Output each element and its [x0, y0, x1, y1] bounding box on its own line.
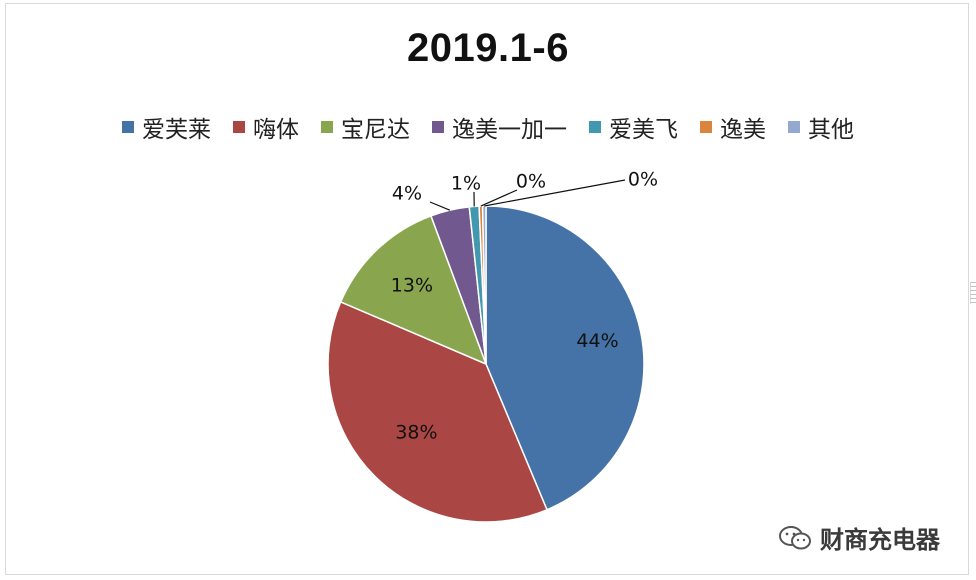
watermark-text: 财商充电器 [820, 526, 940, 554]
resize-handle[interactable] [970, 282, 976, 304]
legend-swatch [589, 121, 601, 133]
leader-line [429, 201, 451, 211]
slice-label: 1% [451, 173, 481, 195]
slice-labels: 44% 38% 13% 4% 1% 0% 0% [391, 169, 658, 444]
slice-label: 0% [628, 169, 658, 191]
legend-label: 逸美一加一 [452, 117, 567, 143]
pie-slice [327, 300, 548, 523]
slice-label: 44% [576, 330, 618, 352]
chart-legend: 爱芙莱 嗨体 宝尼达 逸美一加一 爱美飞 逸美 其他 [0, 110, 976, 144]
legend-item: 其他 [788, 110, 854, 144]
leader-line [480, 189, 518, 207]
legend-item: 爱芙莱 [122, 110, 211, 144]
legend-label: 逸美 [720, 117, 766, 143]
legend-swatch [321, 121, 333, 133]
legend-item: 爱美飞 [589, 110, 678, 144]
slice-label: 4% [392, 183, 422, 205]
leader-lines [429, 179, 626, 211]
pie-slices [327, 205, 645, 523]
legend-item: 逸美一加一 [432, 110, 567, 144]
legend-swatch [122, 121, 134, 133]
pie-slice [485, 205, 645, 511]
watermark: 财商充电器 [778, 520, 940, 555]
slice-label: 0% [516, 171, 546, 193]
legend-item: 宝尼达 [321, 110, 410, 144]
legend-swatch [700, 121, 712, 133]
legend-label: 爱美飞 [609, 117, 678, 143]
slice-label: 13% [391, 275, 433, 297]
leader-line [484, 179, 626, 207]
legend-swatch [432, 121, 444, 133]
legend-item: 嗨体 [233, 110, 299, 144]
legend-label: 嗨体 [253, 117, 299, 143]
legend-label: 宝尼达 [341, 117, 410, 143]
legend-label: 爱芙莱 [142, 117, 211, 143]
slice-label: 38% [395, 421, 437, 443]
legend-item: 逸美 [700, 110, 766, 144]
legend-label: 其他 [808, 117, 854, 143]
legend-swatch [233, 121, 245, 133]
legend-swatch [788, 121, 800, 133]
chart-title: 2019.1-6 [407, 26, 569, 70]
wechat-icon [778, 525, 812, 551]
pie-slice [339, 214, 488, 366]
